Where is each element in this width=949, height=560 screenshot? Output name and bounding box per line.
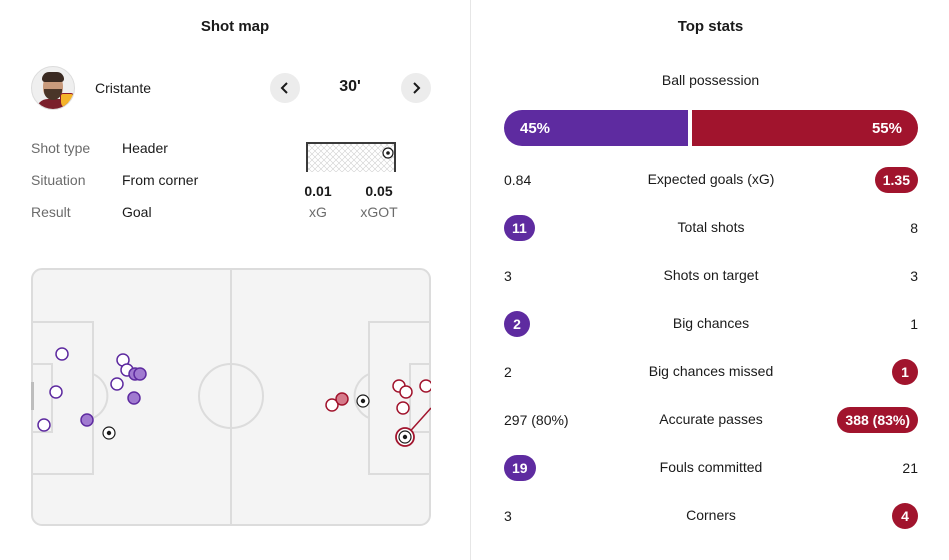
stat-away-value: 388 (83%) [837, 407, 918, 433]
stat-away-value: 21 [902, 460, 918, 476]
stat-home-value: 2 [504, 311, 530, 337]
xgot-label: xGOT [360, 204, 398, 220]
shot-map-title: Shot map [200, 18, 270, 35]
stat-home-value: 2 [504, 364, 512, 380]
selected-shot-marker [395, 427, 415, 447]
stat-name: Shots on target [663, 267, 759, 283]
stat-row: Shots on target 3 3 [504, 263, 918, 289]
result-value: Goal [122, 204, 152, 220]
stat-away-value: 3 [910, 268, 918, 284]
top-stats-panel: Top stats Ball possession 45% 55% Expect… [472, 0, 949, 560]
situation-value: From corner [122, 172, 199, 188]
stat-away-value: 8 [910, 220, 918, 236]
result-label: Result [31, 204, 71, 220]
away-shot-marker [419, 379, 431, 393]
home-shot-marker [37, 418, 51, 432]
home-shot-on-target-marker [80, 413, 94, 427]
stat-row: Total shots 11 8 [504, 215, 918, 241]
stat-row: Corners 3 4 [504, 503, 918, 529]
stat-name: Fouls committed [659, 459, 763, 475]
home-shot-on-target-marker [133, 367, 147, 381]
stat-name: Expected goals (xG) [647, 171, 775, 187]
possession-bar: 45% 55% [504, 110, 918, 146]
stat-row: Big chances missed 2 1 [504, 359, 918, 385]
shot-map-pitch [31, 268, 431, 526]
possession-home: 45% [504, 110, 689, 146]
possession-label: Ball possession [661, 72, 760, 88]
goal-frame-icon [306, 142, 396, 172]
home-shot-marker [110, 377, 124, 391]
away-shot-marker [399, 385, 413, 399]
stat-home-value: 11 [504, 215, 535, 241]
player-name[interactable]: Cristante [95, 80, 152, 96]
away-shot-marker [325, 398, 339, 412]
home-shot-marker [49, 385, 63, 399]
xg-label: xG [309, 204, 327, 220]
chevron-right-icon [413, 82, 421, 94]
shot-type-label: Shot type [31, 140, 91, 156]
stat-row: Big chances 2 1 [504, 311, 918, 337]
stat-name: Total shots [677, 219, 745, 235]
stat-row: Expected goals (xG) 0.84 1.35 [504, 167, 918, 193]
xgot-value: 0.05 [365, 183, 393, 199]
stat-home-value: 297 (80%) [504, 412, 569, 428]
stat-name: Accurate passes [659, 411, 763, 427]
home-goal-ball-icon [102, 426, 116, 440]
xg-value: 0.01 [304, 183, 332, 199]
shot-minute: 30' [339, 78, 361, 95]
stat-home-value: 3 [504, 508, 512, 524]
away-goal-ball-icon [356, 394, 370, 408]
away-shot-on-target-marker [335, 392, 349, 406]
home-shot-on-target-marker [127, 391, 141, 405]
shot-type-value: Header [122, 140, 168, 156]
stat-row: Accurate passes 297 (80%) 388 (83%) [504, 407, 918, 433]
stat-name: Big chances missed [648, 363, 774, 379]
stat-away-value: 1 [892, 359, 918, 385]
stat-name: Big chances [672, 315, 750, 331]
stat-home-value: 19 [504, 455, 536, 481]
club-crest-icon [60, 93, 74, 109]
shot-map-panel: Shot map Cristante 30' Shot type Header … [0, 0, 471, 560]
player-avatar[interactable] [31, 66, 75, 110]
top-stats-title: Top stats [677, 18, 744, 35]
stat-home-value: 3 [504, 268, 512, 284]
stat-name: Corners [686, 507, 736, 523]
possession-away: 55% [692, 110, 918, 146]
situation-label: Situation [31, 172, 86, 188]
previous-shot-button[interactable] [270, 73, 300, 103]
stat-row: Fouls committed 19 21 [504, 455, 918, 481]
away-shot-marker [396, 401, 410, 415]
stat-away-value: 4 [892, 503, 918, 529]
stat-home-value: 0.84 [504, 172, 532, 188]
home-shot-marker [55, 347, 69, 361]
stat-away-value: 1.35 [874, 167, 918, 193]
chevron-left-icon [280, 82, 288, 94]
stat-away-value: 1 [910, 316, 918, 332]
next-shot-button[interactable] [401, 73, 431, 103]
